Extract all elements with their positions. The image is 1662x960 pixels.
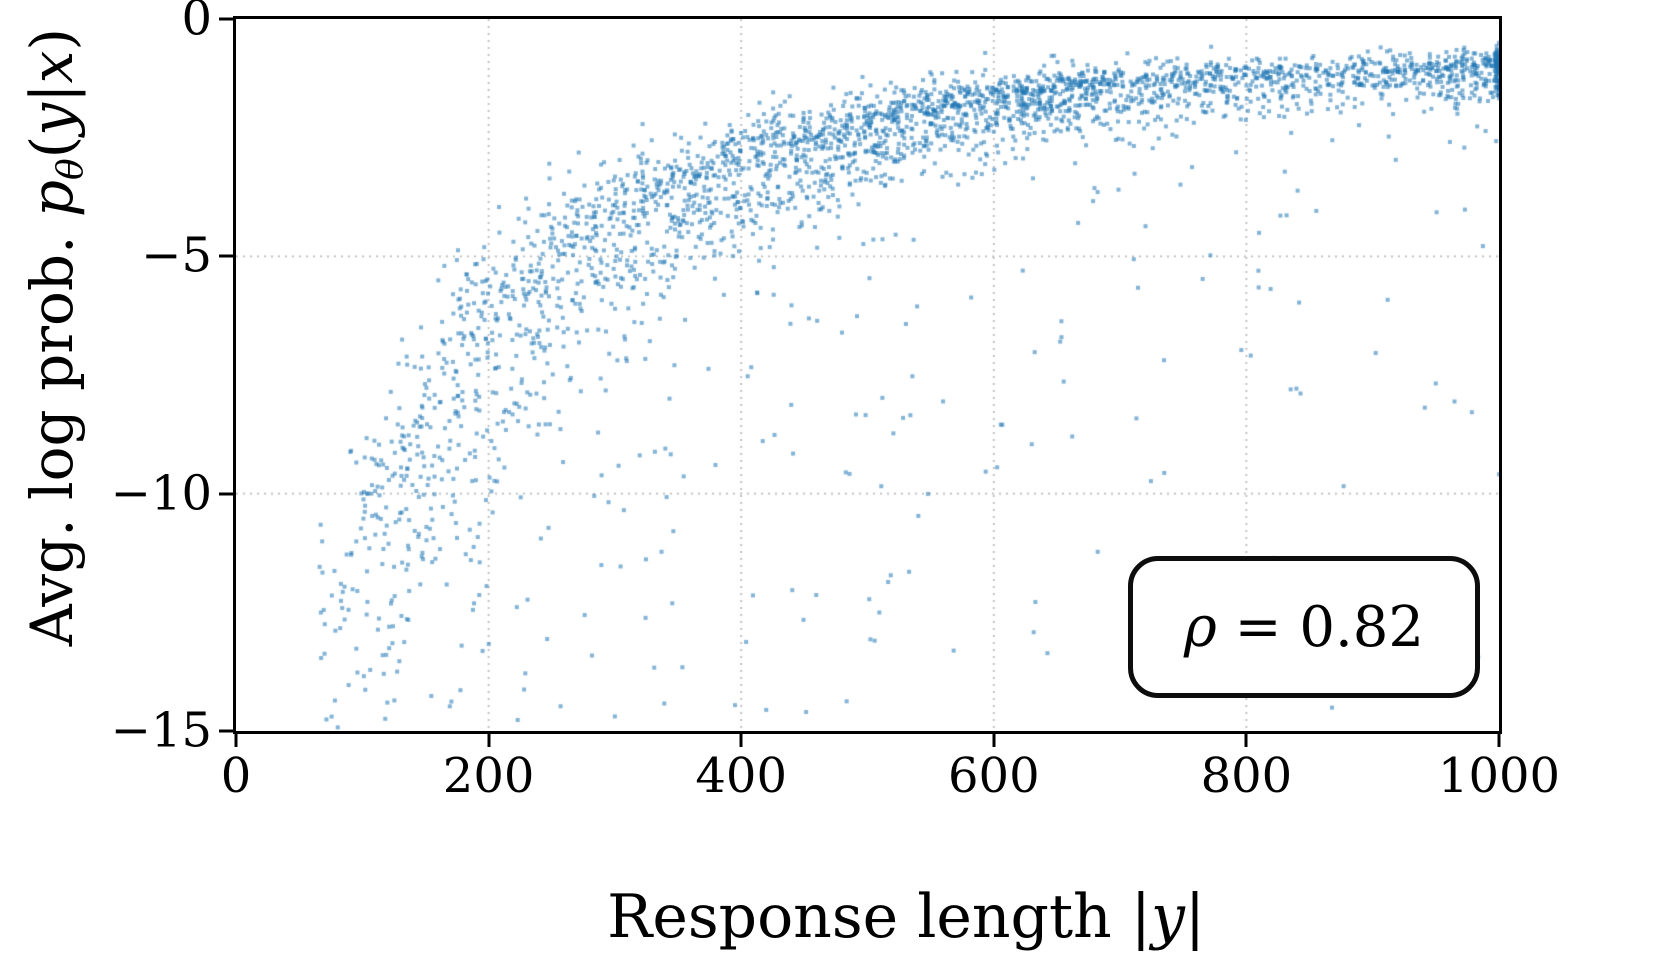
rho-value: = 0.82 [1216,594,1425,660]
y-axis-label-p: p [18,179,86,218]
y-tick-label: 0 [181,0,212,47]
x-axis-label-pipe-open: | [1130,882,1151,952]
x-axis-label: Response length |y| [531,812,1205,960]
x-tick-mark [1497,734,1501,747]
y-axis-label-theta-subscript: θ [50,158,92,180]
y-tick-mark [219,17,233,21]
x-tick-mark [1244,734,1248,747]
x-tick-label: 600 [947,748,1040,804]
x-axis-label-text: Response length [607,882,1131,952]
x-tick-mark [234,734,238,747]
x-axis-label-variable: y [1150,882,1185,952]
x-tick-mark [739,734,743,747]
x-tick-label: 1000 [1437,748,1561,804]
y-tick-label: −10 [110,465,212,522]
x-tick-label: 200 [442,748,535,804]
y-axis-label-pipe: | [18,83,86,103]
y-axis-label-open-paren: ( [18,135,86,159]
y-tick-mark [219,729,233,733]
x-axis-label-pipe-close: | [1184,882,1206,952]
y-axis-label-text: Avg. log prob. [18,217,86,647]
y-tick-mark [219,492,233,496]
x-tick-mark [992,734,996,747]
correlation-annotation: ρ = 0.82 [1128,556,1480,698]
x-tick-label: 800 [1200,748,1293,804]
y-axis-label: Avg. log prob. pθ(y|x) [0,28,154,720]
y-tick-label: −15 [110,702,212,759]
x-tick-label: 400 [695,748,787,804]
y-tick-mark [219,254,233,258]
rho-symbol: ρ [1183,594,1217,660]
x-tick-label: 0 [220,748,252,804]
y-axis-label-close-paren: ) [18,28,86,51]
x-tick-mark [487,734,491,747]
y-tick-label: −5 [141,227,212,284]
plot-area [233,16,1502,734]
y-axis-label-x: x [18,50,86,84]
y-axis-label-y: y [18,102,86,136]
